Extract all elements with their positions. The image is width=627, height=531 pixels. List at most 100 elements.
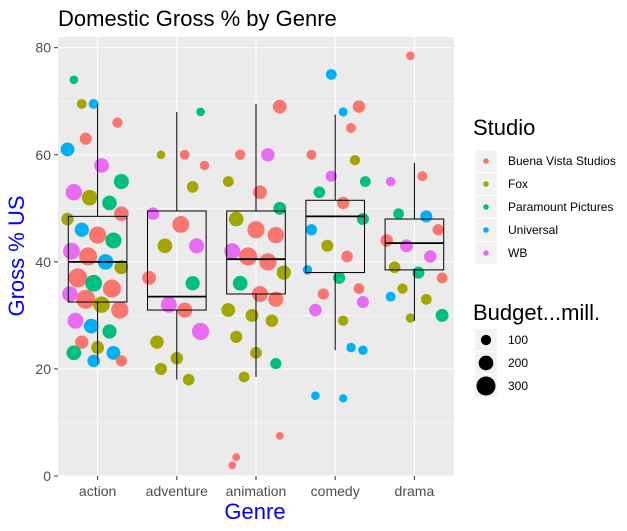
x-tick-label: comedy: [311, 483, 360, 499]
box: [305, 199, 366, 274]
data-point: [385, 291, 396, 302]
legend-key-dot: [483, 227, 489, 233]
data-point: [230, 330, 243, 343]
legend-key-dot: [483, 181, 489, 187]
boxplots-layer: [67, 103, 445, 380]
data-point: [85, 274, 103, 292]
data-point: [321, 239, 334, 252]
data-point: [406, 51, 415, 61]
data-point: [102, 279, 121, 298]
box: [384, 218, 445, 271]
data-point: [156, 150, 166, 160]
x-tick-label: adventure: [146, 483, 208, 499]
budget-legend: Budget...mill. 100 200 300: [473, 300, 600, 397]
data-point: [102, 195, 117, 211]
data-point: [146, 207, 160, 220]
data-point: [238, 371, 250, 383]
data-point: [253, 185, 267, 200]
data-point: [336, 196, 350, 210]
y-tick-label: 0: [43, 468, 51, 484]
studio-legend: Studio Buena Vista Studios Fox Paramount P…: [473, 115, 616, 264]
data-point: [76, 289, 96, 309]
data-point: [239, 247, 258, 266]
data-point: [228, 461, 237, 470]
data-point: [353, 283, 365, 295]
legend-size-dot: [478, 355, 494, 371]
data-point: [267, 226, 284, 244]
data-point: [232, 275, 248, 291]
x-tick-label: drama: [395, 483, 435, 499]
y-axis-title: Gross % US: [4, 195, 29, 316]
legend-studio-label: Universal: [508, 223, 558, 237]
legend-size-dot: [476, 376, 496, 396]
data-point: [76, 98, 87, 109]
data-point: [349, 154, 361, 166]
data-point: [341, 250, 353, 263]
data-point: [199, 160, 210, 171]
data-point: [270, 357, 282, 370]
data-point: [105, 232, 122, 249]
boxplot-adventure: [146, 111, 207, 380]
chart-title: Domestic Gross % by Genre: [58, 6, 337, 31]
data-point: [62, 286, 78, 302]
data-point: [435, 308, 449, 322]
data-point: [157, 238, 173, 254]
legend-size-dot: [480, 334, 492, 346]
data-point: [160, 296, 177, 313]
data-point: [68, 268, 88, 288]
data-point: [79, 247, 98, 266]
data-point: [79, 132, 92, 145]
data-point: [232, 453, 241, 462]
data-point: [261, 148, 275, 162]
data-point: [317, 288, 329, 300]
data-point: [81, 189, 98, 206]
legend-budget-label: 100: [508, 333, 528, 347]
data-point: [69, 75, 79, 85]
data-point: [75, 335, 89, 349]
data-point: [60, 142, 75, 157]
data-point: [65, 184, 83, 201]
budget-legend-title: Budget...mill.: [473, 300, 600, 325]
data-point: [113, 173, 129, 190]
data-point: [268, 291, 284, 307]
data-point: [359, 176, 371, 187]
data-point: [186, 181, 199, 193]
data-point: [302, 265, 313, 275]
data-point: [189, 238, 205, 254]
data-point: [397, 283, 408, 294]
data-point: [221, 303, 236, 317]
y-tick-label: 20: [35, 361, 51, 377]
data-point: [273, 201, 287, 215]
data-point: [93, 296, 110, 313]
studio-legend-title: Studio: [473, 115, 535, 140]
data-point: [385, 176, 396, 187]
data-point: [182, 373, 195, 386]
data-point: [306, 149, 317, 160]
data-point: [67, 312, 84, 329]
legend-key-dot: [483, 204, 489, 210]
axes-layer: 0 20 40 60 80 action adventure animation comedy d…: [35, 40, 434, 499]
data-point: [346, 123, 356, 133]
data-point: [423, 250, 437, 263]
y-tick-label: 80: [35, 40, 51, 56]
points-layer: [60, 51, 449, 470]
boxplot-drama: [384, 162, 445, 321]
x-tick-label: animation: [226, 483, 287, 499]
data-point: [66, 345, 82, 361]
data-point: [305, 224, 318, 236]
data-point: [87, 354, 100, 368]
data-point: [179, 149, 190, 160]
data-point: [311, 391, 320, 400]
data-point: [222, 176, 234, 187]
data-point: [276, 265, 291, 280]
data-point: [102, 324, 117, 339]
data-point: [259, 253, 277, 271]
legend-key-dot: [483, 250, 489, 256]
data-point: [234, 149, 246, 160]
data-point: [228, 211, 244, 227]
data-point: [436, 272, 448, 284]
data-point: [352, 100, 366, 113]
data-point: [185, 276, 200, 291]
data-point: [333, 271, 346, 284]
